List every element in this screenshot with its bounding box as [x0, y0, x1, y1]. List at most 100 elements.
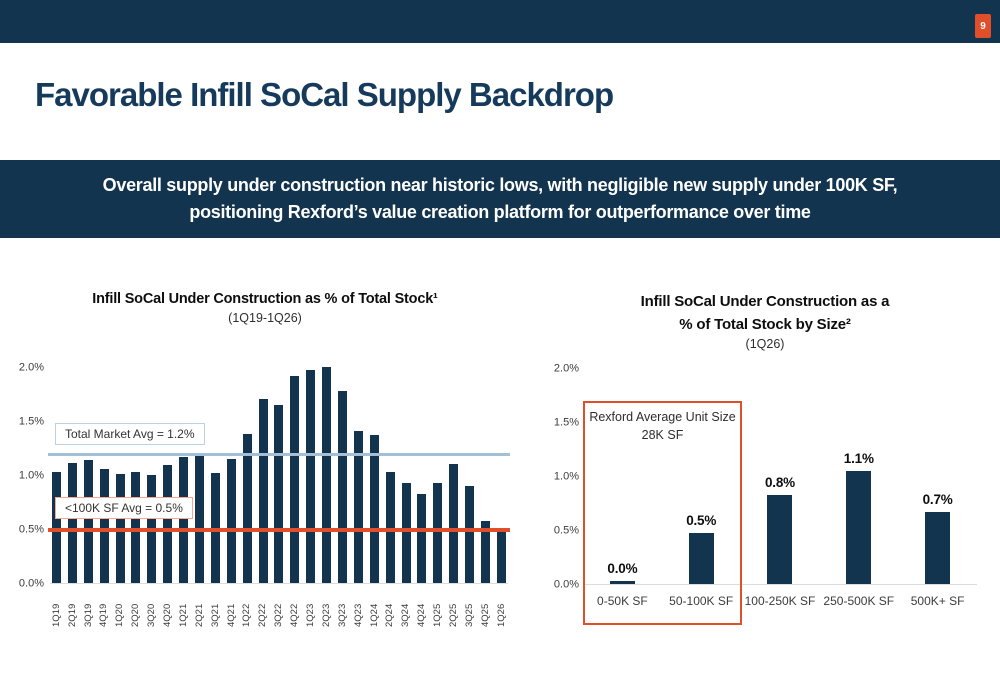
x-tick-text: 2Q21: [193, 603, 205, 627]
x-tick-label: 2Q19: [67, 591, 78, 627]
x-tick-text: 1Q25: [432, 603, 444, 627]
slide-title: Favorable Infill SoCal Supply Backdrop: [35, 76, 614, 113]
top-bar: 9: [0, 0, 1000, 43]
x-tick-label: 2Q24: [384, 591, 396, 627]
x-tick-label: 1Q26: [495, 591, 507, 627]
right-chart-title: Infill SoCal Under Construction as a % o…: [565, 290, 965, 337]
x-tick-text: 1Q22: [241, 603, 253, 627]
bar-value-label: 1.1%: [843, 451, 874, 466]
bar-value-label: 0.7%: [922, 492, 953, 507]
x-tick-text: 4Q23: [352, 603, 364, 627]
rexford-annotation-box: Rexford Average Unit Size 28K SF: [583, 401, 742, 625]
x-tick-label: 3Q19: [82, 591, 94, 627]
x-tick-label: 2Q21: [193, 591, 205, 627]
x-tick-label: 50-100K SF: [669, 594, 734, 608]
total-market-avg-line: [48, 453, 510, 456]
x-tick-label: 1Q21: [177, 591, 189, 627]
x-tick-label: 100-250K SF: [744, 594, 816, 608]
x-tick-label: 1Q22: [241, 591, 253, 627]
x-tick-label: 3Q23: [337, 591, 348, 627]
bar-1Q19: [52, 472, 61, 583]
banner-text-line1: Overall supply under construction near h…: [102, 175, 898, 195]
right-chart-y-axis: 0.0% 0.5% 1.0% 1.5% 2.0%: [545, 363, 579, 590]
bar-group-250-500K SF: 1.1%: [844, 451, 874, 584]
x-tick-text: 4Q22: [289, 603, 301, 627]
bar-4Q22: [290, 376, 300, 583]
annotation-text-line1: Rexford Average Unit Size: [589, 410, 736, 424]
x-tick-label: 0-50K SF: [597, 594, 648, 608]
under-100k-avg-line: [48, 528, 510, 532]
bar-3Q25: [465, 486, 475, 583]
x-tick-text: 2Q20: [130, 603, 142, 627]
y-tick-label: 1.5%: [553, 416, 579, 429]
bar-500K+ SF: [925, 512, 951, 584]
x-tick-label: 4Q25: [480, 591, 491, 627]
annotation-text-line2: 28K SF: [641, 427, 684, 442]
x-tick-text: 2Q24: [384, 603, 396, 627]
bar-4Q25: [481, 521, 491, 583]
x-tick-text: 3Q21: [209, 603, 221, 627]
bar-2Q19: [67, 463, 77, 583]
bar-group-500K+ SF: 0.7%: [923, 492, 953, 584]
bar-value-label: 0.5%: [686, 513, 717, 528]
x-tick-label: 2Q23: [321, 591, 332, 627]
right-chart-title-line1: Infill SoCal Under Construction as a: [640, 293, 890, 310]
y-tick-label: 2.0%: [18, 361, 44, 374]
x-tick-label: 1Q24: [369, 591, 380, 627]
page-number-badge: 9: [975, 14, 991, 38]
bar-3Q19: [83, 460, 93, 583]
x-tick-text: 1Q20: [114, 603, 126, 627]
x-tick-label: 2Q22: [257, 591, 268, 627]
x-tick-label: 3Q22: [273, 591, 285, 627]
x-tick-text: 3Q20: [146, 603, 158, 627]
x-tick-label: 4Q22: [289, 591, 301, 627]
bar-1Q26: [496, 529, 506, 583]
x-tick-label: 1Q19: [50, 591, 62, 627]
x-tick-label: 3Q21: [209, 591, 221, 627]
y-tick-label: 0.5%: [553, 524, 579, 537]
bar-4Q19: [99, 469, 109, 583]
x-tick-text: 4Q21: [225, 603, 237, 627]
bar-3Q22: [274, 405, 284, 583]
bar-group-100-250K SF: 0.8%: [765, 475, 795, 584]
y-tick-label: 0.5%: [18, 523, 44, 536]
bar-value-label: 0.8%: [765, 475, 795, 490]
x-tick-text: 4Q24: [416, 603, 428, 627]
bar-value-label: 0.0%: [607, 561, 638, 576]
x-tick-text: 3Q24: [400, 603, 412, 627]
bar-0-50K SF: [609, 581, 635, 584]
y-tick-label: 1.0%: [18, 469, 44, 482]
x-tick-label: 1Q23: [305, 591, 316, 627]
left-chart-subtitle: (1Q19-1Q26): [228, 311, 302, 325]
bar-2Q25: [449, 464, 459, 583]
bar-2Q21: [195, 456, 205, 583]
bar-4Q24: [417, 494, 427, 583]
left-chart-x-axis: 1Q19 2Q19 3Q19 4Q19 1Q20 2Q20 3Q20 4Q20 1Q21 2Q21…: [50, 591, 508, 627]
x-tick-label: 4Q20: [162, 591, 173, 627]
x-tick-label: 500K+ SF: [910, 594, 965, 608]
y-tick-label: 2.0%: [553, 362, 579, 375]
x-tick-label: 250-500K SF: [823, 594, 895, 608]
x-tick-text: 1Q23: [305, 603, 316, 627]
y-tick-label: 1.5%: [18, 415, 44, 428]
x-tick-text: 2Q25: [448, 603, 460, 627]
bar-2Q20: [131, 472, 141, 583]
x-tick-text: 1Q19: [50, 603, 62, 627]
right-chart-x-axis: 0-50K SF 50-100K SF 100-250K SF 250-500K SF…: [583, 594, 977, 608]
x-tick-label: 1Q25: [432, 591, 444, 627]
total-market-avg-label: Total Market Avg = 1.2%: [55, 423, 205, 445]
bar-1Q25: [433, 483, 443, 583]
left-chart-title: Infill SoCal Under Construction as % of …: [92, 291, 438, 307]
x-tick-label: 1Q20: [114, 591, 126, 627]
x-tick-text: 3Q22: [273, 603, 285, 627]
banner-text-line2: positioning Rexford’s value creation pla…: [189, 202, 811, 222]
y-tick-label: 0.0%: [18, 577, 44, 590]
key-message-banner: Overall supply under construction near h…: [0, 160, 1000, 238]
left-chart-plot: [50, 367, 508, 584]
x-tick-text: 1Q26: [495, 603, 507, 627]
x-tick-label: 4Q23: [352, 591, 364, 627]
x-tick-label: 3Q25: [464, 591, 475, 627]
x-tick-text: 1Q21: [177, 603, 189, 627]
x-tick-text: 3Q19: [82, 603, 94, 627]
